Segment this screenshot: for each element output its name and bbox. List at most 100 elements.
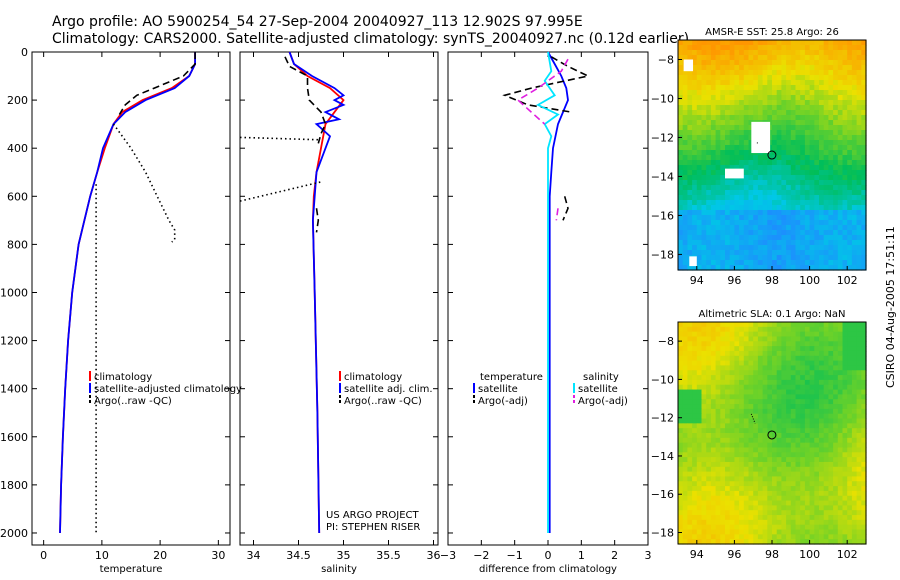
map-cell: [804, 185, 811, 191]
map-cell: [828, 413, 834, 420]
map-cell: [814, 140, 820, 146]
map-cell: [814, 346, 820, 352]
map-cell: [790, 539, 797, 545]
map-cell: [753, 110, 759, 116]
map-cell: [809, 447, 815, 453]
map-cell: [795, 100, 801, 106]
map-cell: [795, 326, 801, 333]
map-cell: [804, 200, 811, 206]
map-cell: [720, 50, 726, 56]
map-cell: [847, 70, 853, 76]
map-cell: [814, 130, 820, 136]
map-cell: [743, 90, 750, 96]
map-cell: [687, 350, 693, 357]
map-cell: [819, 220, 825, 226]
map-cell: [833, 200, 839, 206]
series-temperature-satellite: [547, 51, 569, 533]
map-cell: [678, 115, 684, 121]
map-cell: [729, 495, 735, 502]
map-cell: [776, 180, 782, 186]
map-cell: [800, 230, 806, 236]
map-cell: [687, 70, 693, 76]
map-cell: [743, 375, 750, 381]
map-cell: [678, 370, 684, 376]
map-cell: [725, 130, 731, 136]
float-track: [750, 413, 756, 424]
map-cell: [767, 404, 773, 410]
map-cell: [710, 418, 717, 424]
map-cell: [828, 418, 834, 424]
map-cell: [753, 336, 759, 342]
map-cell: [706, 389, 712, 395]
map-cell: [739, 539, 745, 545]
map-cell: [828, 260, 834, 266]
map-cell: [837, 394, 844, 400]
map-cell: [696, 205, 703, 211]
map-cell: [833, 75, 839, 81]
map-cell: [729, 360, 735, 367]
map-cell: [842, 195, 848, 201]
map-cell: [837, 346, 844, 352]
map-cell: [772, 265, 778, 271]
map-cell: [701, 476, 707, 482]
map-cell: [687, 110, 693, 116]
float-track: [756, 141, 759, 144]
map-cell: [790, 524, 797, 531]
map-cell: [696, 346, 703, 352]
map-cell: [781, 336, 787, 342]
map-cell: [767, 519, 773, 526]
map-cell: [734, 341, 740, 347]
map-cell: [757, 220, 764, 226]
map-cell: [851, 428, 858, 434]
map-cell: [786, 505, 792, 511]
map-cell: [790, 225, 797, 231]
map-cell: [851, 529, 858, 535]
map-cell: [800, 45, 806, 51]
y-tick-label: 400: [7, 142, 28, 155]
map-cell: [814, 350, 820, 357]
x-tick-label: 3: [645, 549, 652, 562]
map-cell: [795, 524, 801, 531]
map-cell: [701, 80, 707, 86]
map-cell: [795, 130, 801, 136]
map-cell: [729, 524, 735, 531]
map-cell: [828, 60, 834, 66]
map-cell: [701, 394, 707, 400]
map-cell: [706, 524, 712, 531]
map-cell: [725, 375, 731, 381]
map-cell: [776, 490, 782, 497]
map-cell: [804, 135, 811, 141]
map-cell: [823, 50, 829, 56]
map-cell: [725, 500, 731, 506]
map-cell: [734, 500, 740, 506]
map-cell: [800, 495, 806, 502]
map-cell: [851, 404, 858, 410]
map-cell: [706, 370, 712, 376]
map-cell: [729, 486, 735, 492]
map-cell: [706, 326, 712, 333]
map-cell: [706, 190, 712, 196]
map-cell: [861, 539, 867, 545]
map-cell: [809, 245, 815, 251]
map-cell: [851, 505, 858, 511]
map-cell: [739, 125, 745, 131]
map-cell: [748, 428, 754, 434]
map-cell: [828, 355, 834, 362]
map-cell: [762, 452, 768, 458]
map-cell: [748, 105, 754, 111]
map-cell: [795, 180, 801, 186]
map-cell: [814, 389, 820, 395]
map-cell: [837, 389, 844, 395]
map-cell: [696, 418, 703, 424]
map-cell: [819, 70, 825, 76]
map-cell: [682, 265, 688, 271]
map-cell: [856, 85, 862, 91]
map-cell: [757, 50, 764, 56]
map-cell: [772, 447, 778, 453]
map-cell: [696, 534, 703, 540]
map-cell: [809, 350, 815, 357]
map-cell: [710, 235, 717, 241]
map-cell: [748, 524, 754, 531]
map-cell: [828, 389, 834, 395]
map-cell: [682, 130, 688, 136]
